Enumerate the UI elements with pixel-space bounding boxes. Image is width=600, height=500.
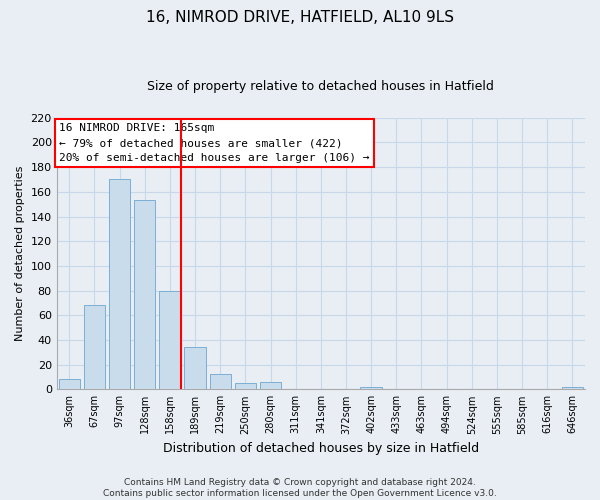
Bar [134, 200, 155, 390]
Bar [59, 380, 80, 390]
Text: 16, NIMROD DRIVE, HATFIELD, AL10 9LS: 16, NIMROD DRIVE, HATFIELD, AL10 9LS [146, 10, 454, 25]
Text: Contains HM Land Registry data © Crown copyright and database right 2024.
Contai: Contains HM Land Registry data © Crown c… [103, 478, 497, 498]
Bar [361, 387, 382, 390]
Title: Size of property relative to detached houses in Hatfield: Size of property relative to detached ho… [148, 80, 494, 93]
Bar [159, 290, 181, 390]
Bar [235, 383, 256, 390]
Bar [562, 387, 583, 390]
Bar [209, 374, 231, 390]
X-axis label: Distribution of detached houses by size in Hatfield: Distribution of detached houses by size … [163, 442, 479, 455]
Bar [184, 348, 206, 390]
Y-axis label: Number of detached properties: Number of detached properties [15, 166, 25, 341]
Bar [84, 306, 105, 390]
Bar [109, 180, 130, 390]
Bar [260, 382, 281, 390]
Text: 16 NIMROD DRIVE: 165sqm
← 79% of detached houses are smaller (422)
20% of semi-d: 16 NIMROD DRIVE: 165sqm ← 79% of detache… [59, 123, 370, 163]
